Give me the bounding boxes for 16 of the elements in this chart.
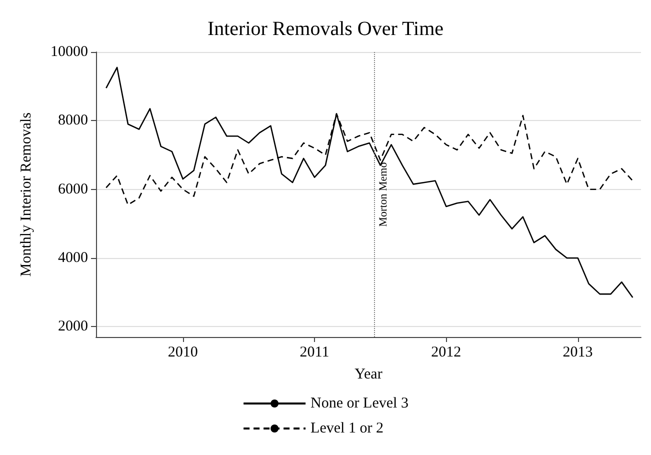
- y-axis-title: Monthly Interior Removals: [18, 112, 34, 277]
- x-tick-label: 2012: [431, 344, 462, 360]
- y-tick-label: 6000: [58, 181, 88, 198]
- x-tick-label: 2011: [300, 344, 330, 360]
- y-tick-label: 2000: [58, 318, 88, 335]
- legend-label: Level 1 or 2: [310, 420, 384, 436]
- line-series: [105, 66, 634, 298]
- x-axis-title: Year: [354, 366, 382, 382]
- x-tick-label: 2013: [562, 344, 593, 360]
- chart-title: Interior Removals Over Time: [207, 18, 444, 40]
- y-tick-label: 8000: [58, 112, 88, 129]
- y-tick-label: 10000: [50, 44, 88, 60]
- y-tick-label: 4000: [58, 250, 88, 266]
- legend-label: None or Level 3: [310, 396, 408, 412]
- ref-line-label: Morton Memo: [377, 162, 390, 227]
- x-tick-label: 2010: [168, 344, 198, 360]
